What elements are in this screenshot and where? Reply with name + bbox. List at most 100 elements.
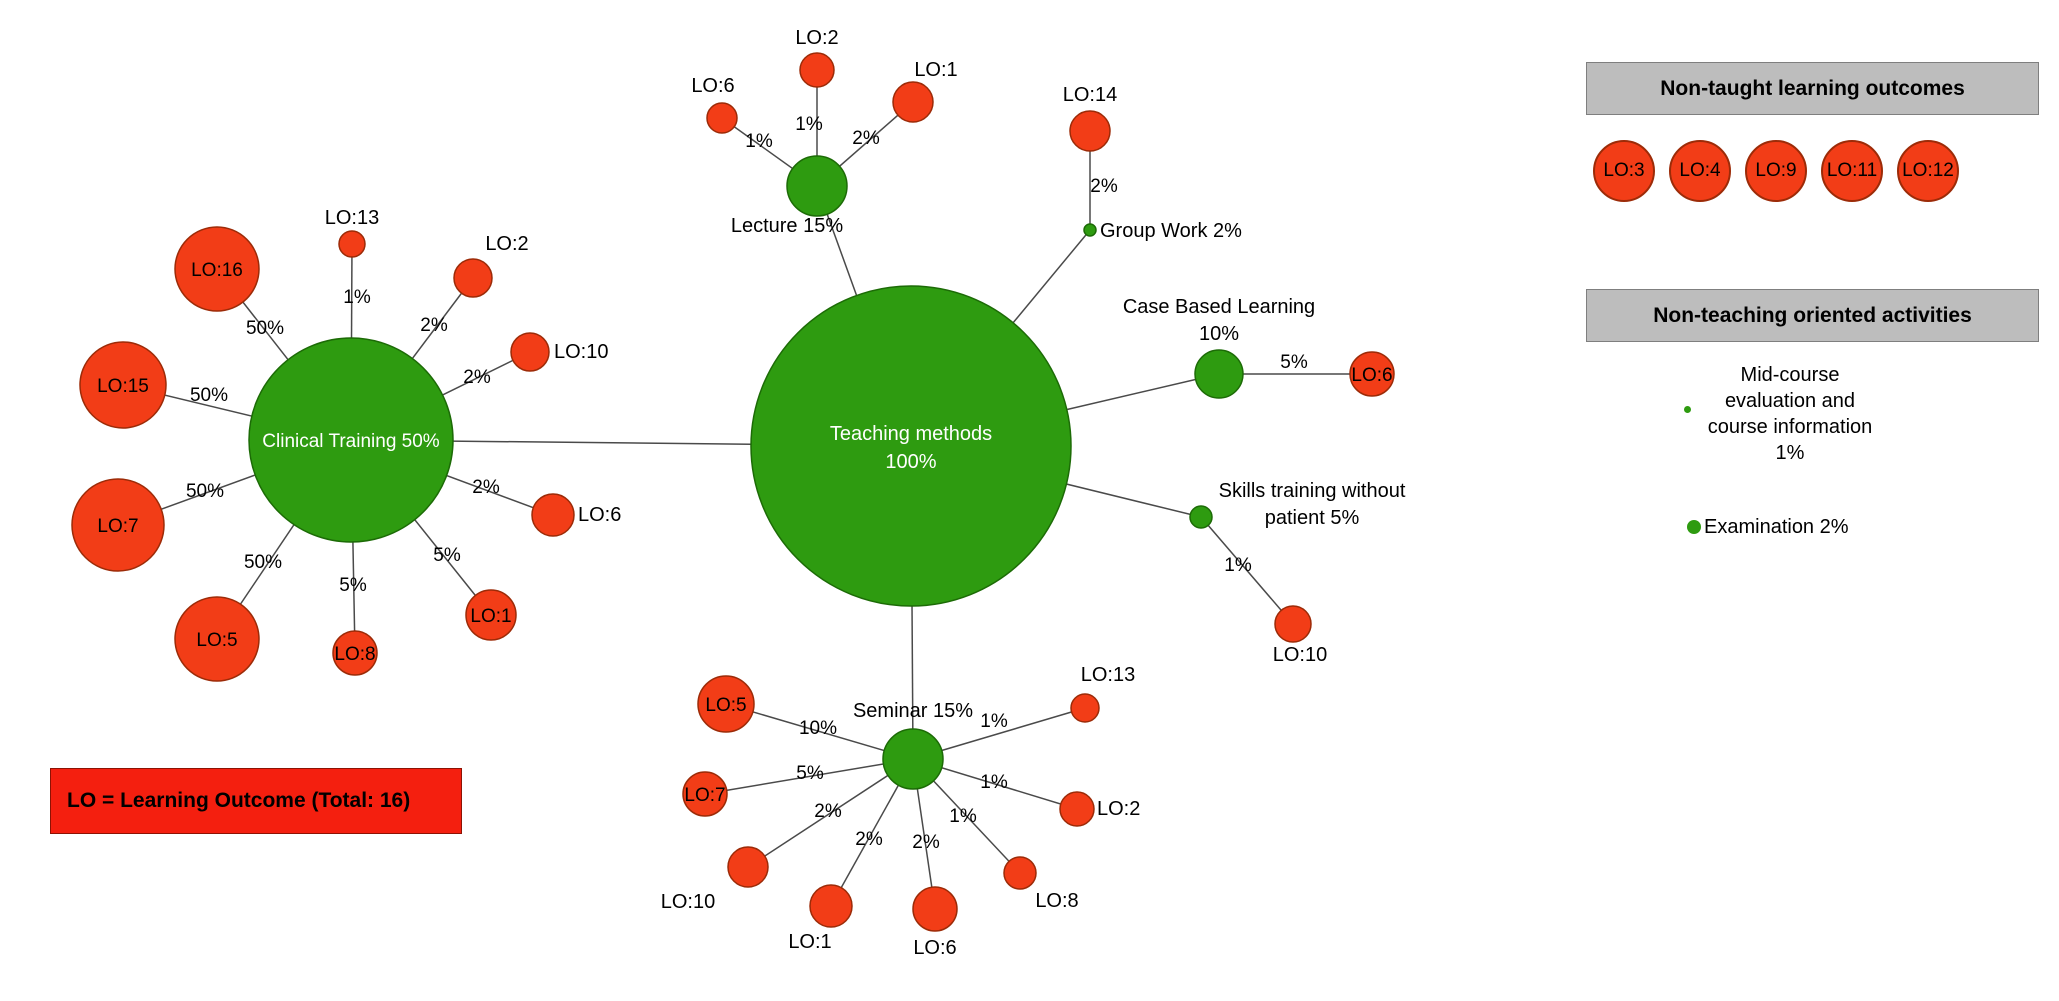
edge-label-seminar-se5: 10% — [799, 718, 837, 739]
node-c5 — [174, 596, 260, 682]
node-groupwork — [1083, 223, 1097, 237]
node-c6 — [531, 493, 575, 537]
non-taught-header: Non-taught learning outcomes — [1586, 62, 2039, 115]
non-taught-title: Non-taught learning outcomes — [1660, 76, 1965, 100]
node-label-seminar: Seminar 15% — [853, 700, 973, 722]
node-s10 — [1274, 605, 1312, 643]
legend-box: LO = Learning Outcome (Total: 16) — [50, 768, 462, 834]
edge-label-clinical-c8: 5% — [339, 575, 367, 596]
midcourse-dot — [1684, 406, 1691, 413]
legend-label: LO = Learning Outcome (Total: 16) — [67, 789, 411, 812]
non-taught-outcomes-row: LO:3 LO:4 LO:9 LO:11 LO:12 — [1593, 140, 1959, 202]
node-label-c13: LO:13 — [325, 207, 379, 229]
edge-label-lecture-l6: 1% — [745, 131, 773, 152]
node-label-teaching: Teaching methods — [830, 423, 992, 445]
node-l1 — [892, 81, 934, 123]
edge-label-groupwork-g14: 2% — [1090, 176, 1118, 197]
node-se2 — [1059, 791, 1095, 827]
edge-label-seminar-se13: 1% — [980, 711, 1008, 732]
node-se1 — [809, 884, 853, 928]
node-c16 — [174, 226, 260, 312]
node-c2 — [453, 258, 493, 298]
node-label-lecture: Lecture 15% — [731, 215, 844, 237]
edge-seminar-se5 — [725, 703, 914, 760]
node-label-g14: LO:14 — [1063, 84, 1117, 106]
node-label-se5: LO:5 — [705, 695, 746, 716]
edge-skills-s10 — [1200, 516, 1294, 625]
edge-label-clinical-c2: 2% — [420, 315, 448, 336]
non-taught-outcome-label: LO:3 — [1603, 160, 1645, 181]
node-cbl — [1194, 349, 1244, 399]
edge-label-seminar-se8: 1% — [949, 806, 977, 827]
node-label-clinical: Clinical Training 50% — [262, 431, 440, 452]
edge-label-seminar-se10: 2% — [814, 801, 842, 822]
node-label-teaching-1: 100% — [885, 451, 936, 473]
node-c1 — [465, 589, 517, 641]
node-label-groupwork: Group Work 2% — [1100, 220, 1242, 242]
node-label-c8: LO:8 — [334, 644, 375, 665]
node-label-l1: LO:1 — [914, 59, 957, 81]
edge-label-clinical-c15: 50% — [190, 385, 228, 406]
node-skills — [1189, 505, 1213, 529]
edge-label-seminar-se7: 5% — [796, 763, 824, 784]
node-label-cb6: LO:6 — [1351, 365, 1392, 386]
node-label-c5: LO:5 — [196, 630, 237, 651]
node-label-s10: LO:10 — [1273, 644, 1327, 666]
non-taught-outcome-label: LO:11 — [1826, 160, 1878, 181]
edge-label-seminar-se2: 1% — [980, 772, 1008, 793]
node-se13 — [1070, 693, 1100, 723]
node-label-c6: LO:6 — [578, 504, 621, 526]
edge-seminar-se7 — [704, 758, 914, 795]
node-label-se8: LO:8 — [1035, 890, 1078, 912]
node-c10 — [510, 332, 550, 372]
non-taught-outcome: LO:12 — [1897, 140, 1959, 202]
node-label-se1: LO:1 — [788, 931, 831, 953]
node-label-c16: LO:16 — [191, 260, 243, 281]
examination-label: Examination 2% — [1704, 515, 1849, 538]
node-seminar — [882, 728, 944, 790]
node-label-c2: LO:2 — [485, 233, 528, 255]
node-label-skills-1: patient 5% — [1265, 507, 1360, 529]
node-label-se2: LO:2 — [1097, 798, 1140, 820]
node-se10 — [727, 846, 769, 888]
node-label-cbl-1: 10% — [1199, 323, 1239, 345]
node-label-l6: LO:6 — [691, 75, 734, 97]
edge-label-lecture-l1: 2% — [852, 128, 880, 149]
non-teaching-title: Non-teaching oriented activities — [1653, 303, 1972, 327]
node-label-skills: Skills training without — [1219, 480, 1406, 502]
edge-label-lecture-l2: 1% — [795, 114, 823, 135]
edge-seminar-se10 — [747, 758, 914, 868]
node-label-c15: LO:15 — [97, 376, 149, 397]
edge-label-skills-s10: 1% — [1224, 555, 1252, 576]
node-label-se7: LO:7 — [684, 785, 725, 806]
edge-label-seminar-se1: 2% — [855, 829, 883, 850]
node-lecture — [786, 155, 848, 217]
edge-label-clinical-c5: 50% — [244, 552, 282, 573]
edge-label-clinical-c1: 5% — [433, 545, 461, 566]
non-taught-outcome: LO:9 — [1745, 140, 1807, 202]
node-c13 — [338, 230, 366, 258]
non-taught-outcome: LO:11 — [1821, 140, 1883, 202]
non-taught-outcome-label: LO:9 — [1755, 160, 1797, 181]
node-label-se10: LO:10 — [661, 891, 715, 913]
edge-label-clinical-c6: 2% — [472, 477, 500, 498]
node-se6 — [912, 886, 958, 932]
edge-label-clinical-c16: 50% — [246, 318, 284, 339]
node-teaching — [750, 285, 1072, 607]
edge-label-clinical-c13: 1% — [343, 287, 371, 308]
non-teaching-header: Non-teaching oriented activities — [1586, 289, 2039, 342]
non-taught-outcome-label: LO:4 — [1679, 160, 1721, 181]
non-taught-outcome: LO:4 — [1669, 140, 1731, 202]
edge-label-clinical-c7: 50% — [186, 481, 224, 502]
node-c15 — [79, 341, 167, 429]
node-c7 — [71, 478, 165, 572]
node-l6 — [706, 102, 738, 134]
edge-label-seminar-se6: 2% — [912, 832, 940, 853]
node-label-l2: LO:2 — [795, 27, 838, 49]
node-se5 — [697, 675, 755, 733]
node-label-c7: LO:7 — [97, 516, 138, 537]
node-cb6 — [1349, 351, 1395, 397]
node-g14 — [1069, 110, 1111, 152]
